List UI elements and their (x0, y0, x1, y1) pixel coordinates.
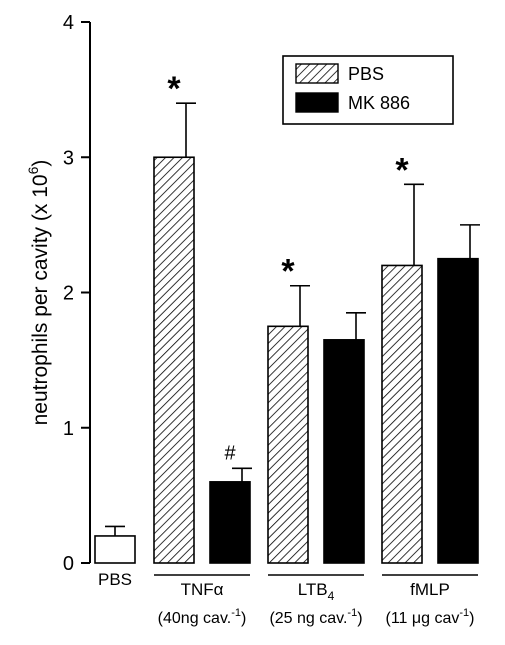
dose-exponent: -1 (231, 607, 241, 619)
y-axis-title-exponent: 6 (25, 166, 41, 174)
bar-mk-886 (209, 481, 251, 564)
dose-exponent: -1 (459, 607, 469, 619)
y-tick-label: 3 (63, 147, 74, 169)
bar-mk-886 (323, 339, 365, 564)
significance-hash: # (224, 442, 236, 464)
category-label: PBS (98, 570, 132, 589)
legend-swatch (295, 63, 339, 84)
significance-star: * (167, 70, 181, 108)
bar-pbs (267, 325, 309, 564)
category-dose: (11 μg cav-1) (386, 607, 475, 627)
legend-label: PBS (348, 64, 384, 84)
significance-star: * (281, 253, 295, 291)
y-tick-label: 1 (63, 418, 74, 440)
dose-close: ) (469, 610, 474, 627)
dose-text: (11 μg cav (386, 610, 460, 627)
bars: * # * * (94, 70, 480, 564)
category-label: fMLP (410, 580, 450, 599)
dose-close: ) (357, 610, 362, 627)
y-axis-title-text: neutrophils per cavity (x 10 (29, 174, 52, 425)
category-name: TNFα (181, 580, 224, 599)
significance-star: * (395, 151, 409, 189)
dose-text: (25 ng cav. (269, 610, 347, 627)
y-axis-title: neutrophils per cavity (x 106) (25, 160, 52, 426)
bar-mk-886 (437, 257, 479, 564)
category-name: LTB (298, 580, 328, 599)
category-name: fMLP (410, 580, 450, 599)
category-label: TNFα (181, 580, 224, 599)
dose-exponent: -1 (347, 607, 357, 619)
y-tick-label: 4 (63, 12, 74, 34)
bar-pbs (153, 156, 195, 564)
category-dose: (40ng cav.-1) (158, 607, 247, 627)
y-tick-label: 2 (63, 283, 74, 305)
category-dose: (25 ng cav.-1) (269, 607, 362, 627)
bar-pbs (381, 264, 423, 564)
dose-text: (40ng cav. (158, 610, 232, 627)
y-tick-label: 0 (63, 553, 74, 575)
axes: 0 1 2 3 4 neutrophils per cavity (x 106) (25, 12, 91, 575)
dose-close: ) (241, 610, 246, 627)
category-label: LTB4 (298, 580, 335, 603)
legend-swatch (295, 92, 339, 113)
legend: PBS MK 886 (282, 55, 454, 125)
y-axis-title-close: ) (29, 160, 52, 167)
legend-label: MK 886 (348, 93, 410, 113)
category-name: PBS (98, 570, 132, 589)
bar-control (94, 535, 136, 564)
category-name-subscript: 4 (328, 589, 335, 603)
